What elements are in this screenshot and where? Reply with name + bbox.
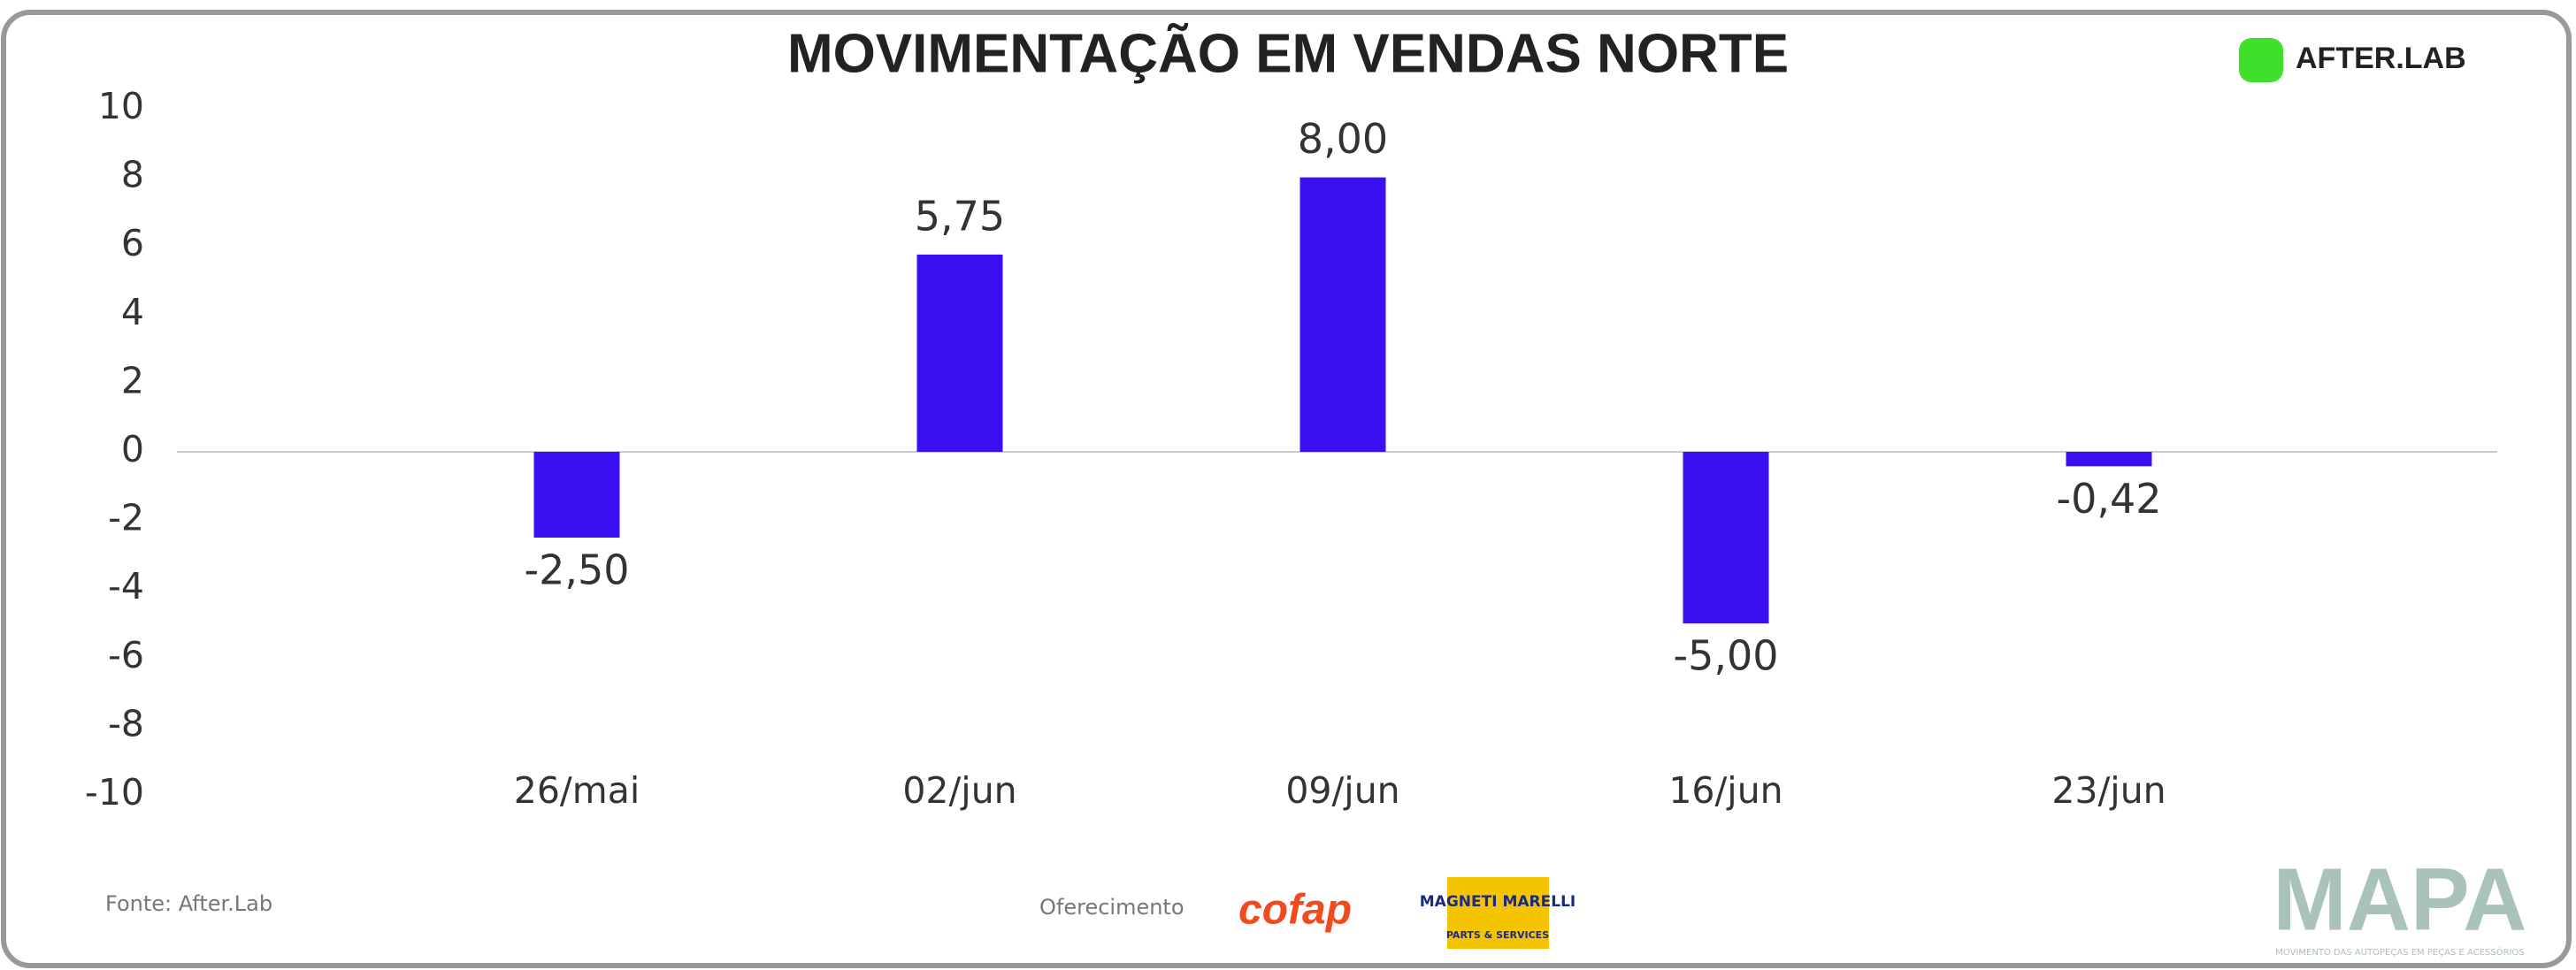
source: Fonte: After.Lab (105, 891, 272, 916)
value-label: -0,42 (2056, 475, 2161, 523)
x-tick-label: 09/jun (1285, 769, 1399, 812)
y-tick-label: -4 (108, 565, 144, 607)
x-tick-label: 23/jun (2051, 769, 2166, 812)
bar (2066, 452, 2152, 467)
afterlab-logo: AFTER.LAB (2239, 38, 2466, 82)
y-tick-label: -8 (108, 702, 144, 745)
bar (533, 452, 620, 538)
y-tick-label: -6 (108, 634, 144, 676)
bar (916, 254, 1003, 452)
y-tick-label: 0 (121, 428, 144, 470)
y-tick-label: -10 (85, 771, 144, 813)
value-label: 5,75 (915, 192, 1005, 240)
cofap-logo: cofap (1238, 887, 1352, 934)
value-label: -2,50 (524, 546, 629, 594)
x-tick-label: 02/jun (902, 769, 1016, 812)
value-label: 8,00 (1298, 115, 1388, 163)
bar (1300, 177, 1386, 452)
chart-title: MOVIMENTAÇÃO EM VENDAS NORTE (787, 23, 1789, 84)
y-tick-label: 6 (121, 222, 144, 264)
mapa-logo: MAPA (2273, 850, 2526, 949)
frame (1, 10, 2572, 968)
y-tick-label: 10 (98, 85, 144, 127)
mapa-tagline: MOVIMENTO DAS AUTOPEÇAS EM PEÇAS E ACESS… (2275, 946, 2524, 958)
y-tick-label: 8 (121, 154, 144, 196)
afterlab-icon (2239, 38, 2283, 82)
x-tick-label: 16/jun (1668, 769, 1782, 812)
y-tick-label: 4 (121, 291, 144, 333)
y-tick-label: 2 (121, 359, 144, 401)
bar (1683, 452, 1769, 623)
value-label: -5,00 (1673, 632, 1778, 680)
afterlab-text: AFTER.LAB (2296, 42, 2466, 75)
x-tick-label: 26/mai (514, 769, 640, 812)
y-tick-label: -2 (108, 497, 144, 539)
magneti-sub: PARTS & SERVICES (1446, 929, 1549, 941)
magneti-text: MAGNETI MARELLI (1420, 893, 1576, 911)
magneti-box (1447, 877, 1549, 949)
sponsor-label: Oferecimento (1039, 895, 1184, 920)
